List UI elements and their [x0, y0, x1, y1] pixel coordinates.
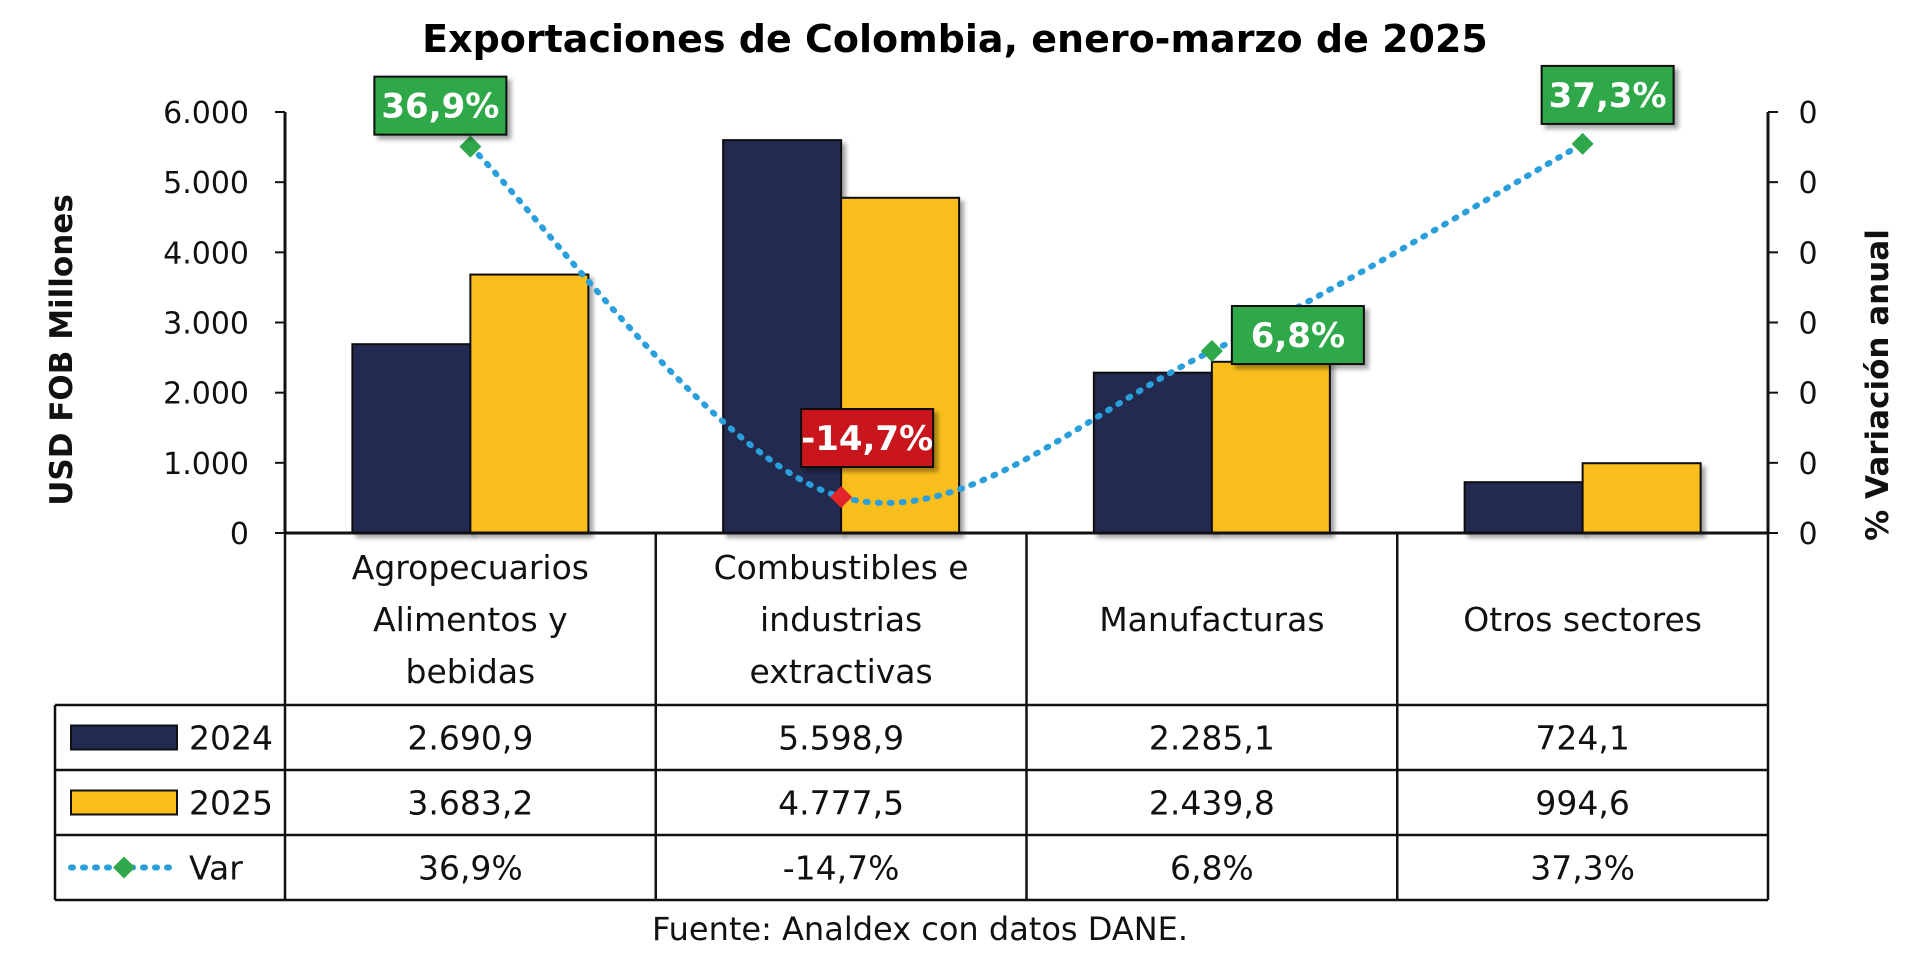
legend-label-2024: 2024 — [189, 719, 273, 758]
y2-tick-label: 0 — [1798, 307, 1817, 342]
y2-axis-title: % Variación anual — [1860, 229, 1896, 541]
y-tick-label: 6.000 — [163, 96, 249, 131]
category-label: bebidas — [406, 652, 536, 691]
y-axis-title: USD FOB Millones — [44, 194, 80, 506]
table-cell: 37,3% — [1530, 849, 1635, 888]
variation-data-label-3: 37,3% — [1549, 76, 1667, 116]
variation-label-box-2 — [1230, 305, 1365, 366]
variation-label-box-0 — [373, 75, 508, 136]
variation-label-box-1 — [800, 408, 935, 469]
category-label: industrias — [760, 600, 922, 639]
table-cell: -14,7% — [783, 849, 900, 888]
variation-marker-2 — [1200, 340, 1223, 363]
category-label: Alimentos y — [373, 600, 568, 639]
legend-swatch-2025 — [70, 789, 178, 816]
y2-tick-label: 0 — [1798, 447, 1817, 482]
bar-2024-0 — [351, 343, 472, 534]
axes-layer: 0 1.000 2.000 3.000 4.000 5.000 6.000 0 0 0 0 0 0 0 — [163, 96, 1817, 552]
y-tick-label: 1.000 — [163, 447, 249, 482]
category-label: Agropecuarios — [352, 548, 589, 587]
y2-tick-label: 0 — [1798, 236, 1817, 271]
y-tick-label: 3.000 — [163, 307, 249, 342]
bar-2024-2 — [1092, 371, 1213, 534]
bar-2025-3 — [1581, 462, 1702, 534]
legend-label-2025: 2025 — [189, 784, 273, 823]
table-cell: 724,1 — [1535, 719, 1629, 758]
y-tick-label: 5.000 — [163, 166, 249, 201]
table-cell: 36,9% — [418, 849, 523, 888]
table-cell: 4.777,5 — [778, 784, 904, 823]
bar-2025-0 — [469, 273, 590, 534]
variation-marker-0 — [459, 135, 482, 158]
y-tick-label: 2.000 — [163, 377, 249, 412]
table-cell: 3.683,2 — [407, 784, 533, 823]
y-tick-label: 4.000 — [163, 236, 249, 271]
category-label: extractivas — [750, 652, 933, 691]
legend-marker-var — [113, 856, 135, 879]
y2-tick-label: 0 — [1798, 96, 1817, 131]
category-label: Otros sectores — [1463, 600, 1702, 639]
legend-swatch-2024 — [70, 724, 178, 751]
bar-2024-1 — [722, 139, 843, 534]
chart-title: Exportaciones de Colombia, enero-marzo d… — [422, 17, 1488, 61]
legend-label-var: Var — [189, 849, 243, 888]
table-cell: 6,8% — [1170, 849, 1254, 888]
bars-layer — [351, 139, 1702, 535]
table-cell: 5.598,9 — [778, 719, 904, 758]
variation-label-box-3 — [1540, 64, 1675, 125]
source-note: Fuente: Analdex con datos DANE. — [652, 910, 1188, 948]
y2-tick-label: 0 — [1798, 377, 1817, 412]
y2-tick-label: 0 — [1798, 166, 1817, 201]
table-cell: 2.439,8 — [1149, 784, 1275, 823]
variation-line — [467, 140, 1586, 506]
y2-tick-label: 0 — [1798, 517, 1817, 552]
table-cell: 2.285,1 — [1149, 719, 1275, 758]
variation-marker-3 — [1571, 132, 1594, 155]
category-label: Manufacturas — [1099, 600, 1324, 639]
variation-data-label-2: 6,8% — [1251, 316, 1345, 356]
bar-2025-2 — [1210, 360, 1331, 534]
variation-line-layer: 36,9% -14,7% 6,8% 37,3% — [373, 64, 1675, 509]
table-cell: 994,6 — [1535, 784, 1629, 823]
y-tick-label: 0 — [230, 517, 249, 552]
table-cell: 2.690,9 — [407, 719, 533, 758]
variation-data-label-1: -14,7% — [801, 419, 933, 459]
variation-data-label-0: 36,9% — [381, 87, 499, 127]
bar-2025-1 — [840, 196, 961, 534]
bar-2024-3 — [1463, 481, 1584, 535]
data-table: Agropecuarios Alimentos y bebidas Combustib… — [53, 531, 1770, 902]
category-label: Combustibles e — [714, 548, 969, 587]
variation-marker-1 — [830, 486, 853, 509]
